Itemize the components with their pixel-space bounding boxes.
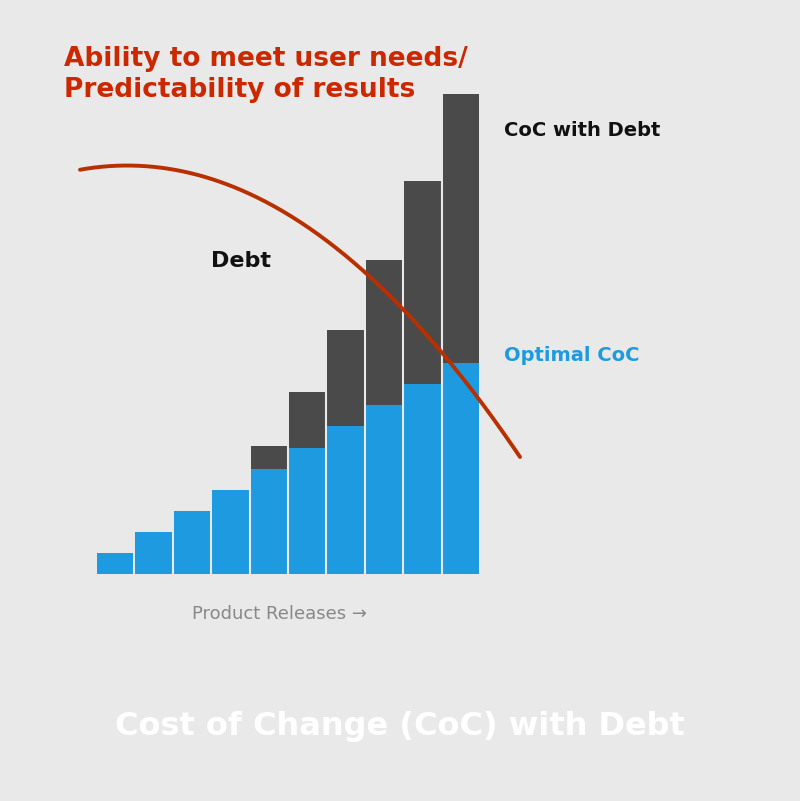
Text: Product Releases →: Product Releases → — [192, 605, 367, 622]
Bar — [442, 363, 479, 574]
Bar — [135, 552, 172, 574]
Bar — [250, 469, 287, 574]
Text: Ability to meet user needs/
Predictability of results: Ability to meet user needs/ Predictabili… — [64, 46, 468, 103]
Text: Cost of Change (CoC) with Debt: Cost of Change (CoC) with Debt — [115, 711, 685, 743]
Bar — [366, 405, 402, 574]
Bar — [250, 445, 287, 574]
Bar — [289, 448, 326, 574]
Bar — [404, 181, 441, 574]
Bar — [174, 511, 210, 574]
Bar — [404, 384, 441, 574]
Bar — [135, 532, 172, 574]
Bar — [366, 260, 402, 574]
Bar — [327, 331, 364, 574]
Bar — [174, 525, 210, 574]
Bar — [97, 569, 134, 574]
Text: Debt: Debt — [211, 252, 271, 271]
Bar — [289, 392, 326, 574]
Text: Optimal CoC: Optimal CoC — [504, 345, 639, 364]
Bar — [327, 426, 364, 574]
Bar — [212, 490, 249, 574]
Bar — [442, 94, 479, 574]
Bar — [97, 553, 134, 574]
Bar — [212, 490, 249, 574]
Text: CoC with Debt: CoC with Debt — [504, 121, 660, 140]
